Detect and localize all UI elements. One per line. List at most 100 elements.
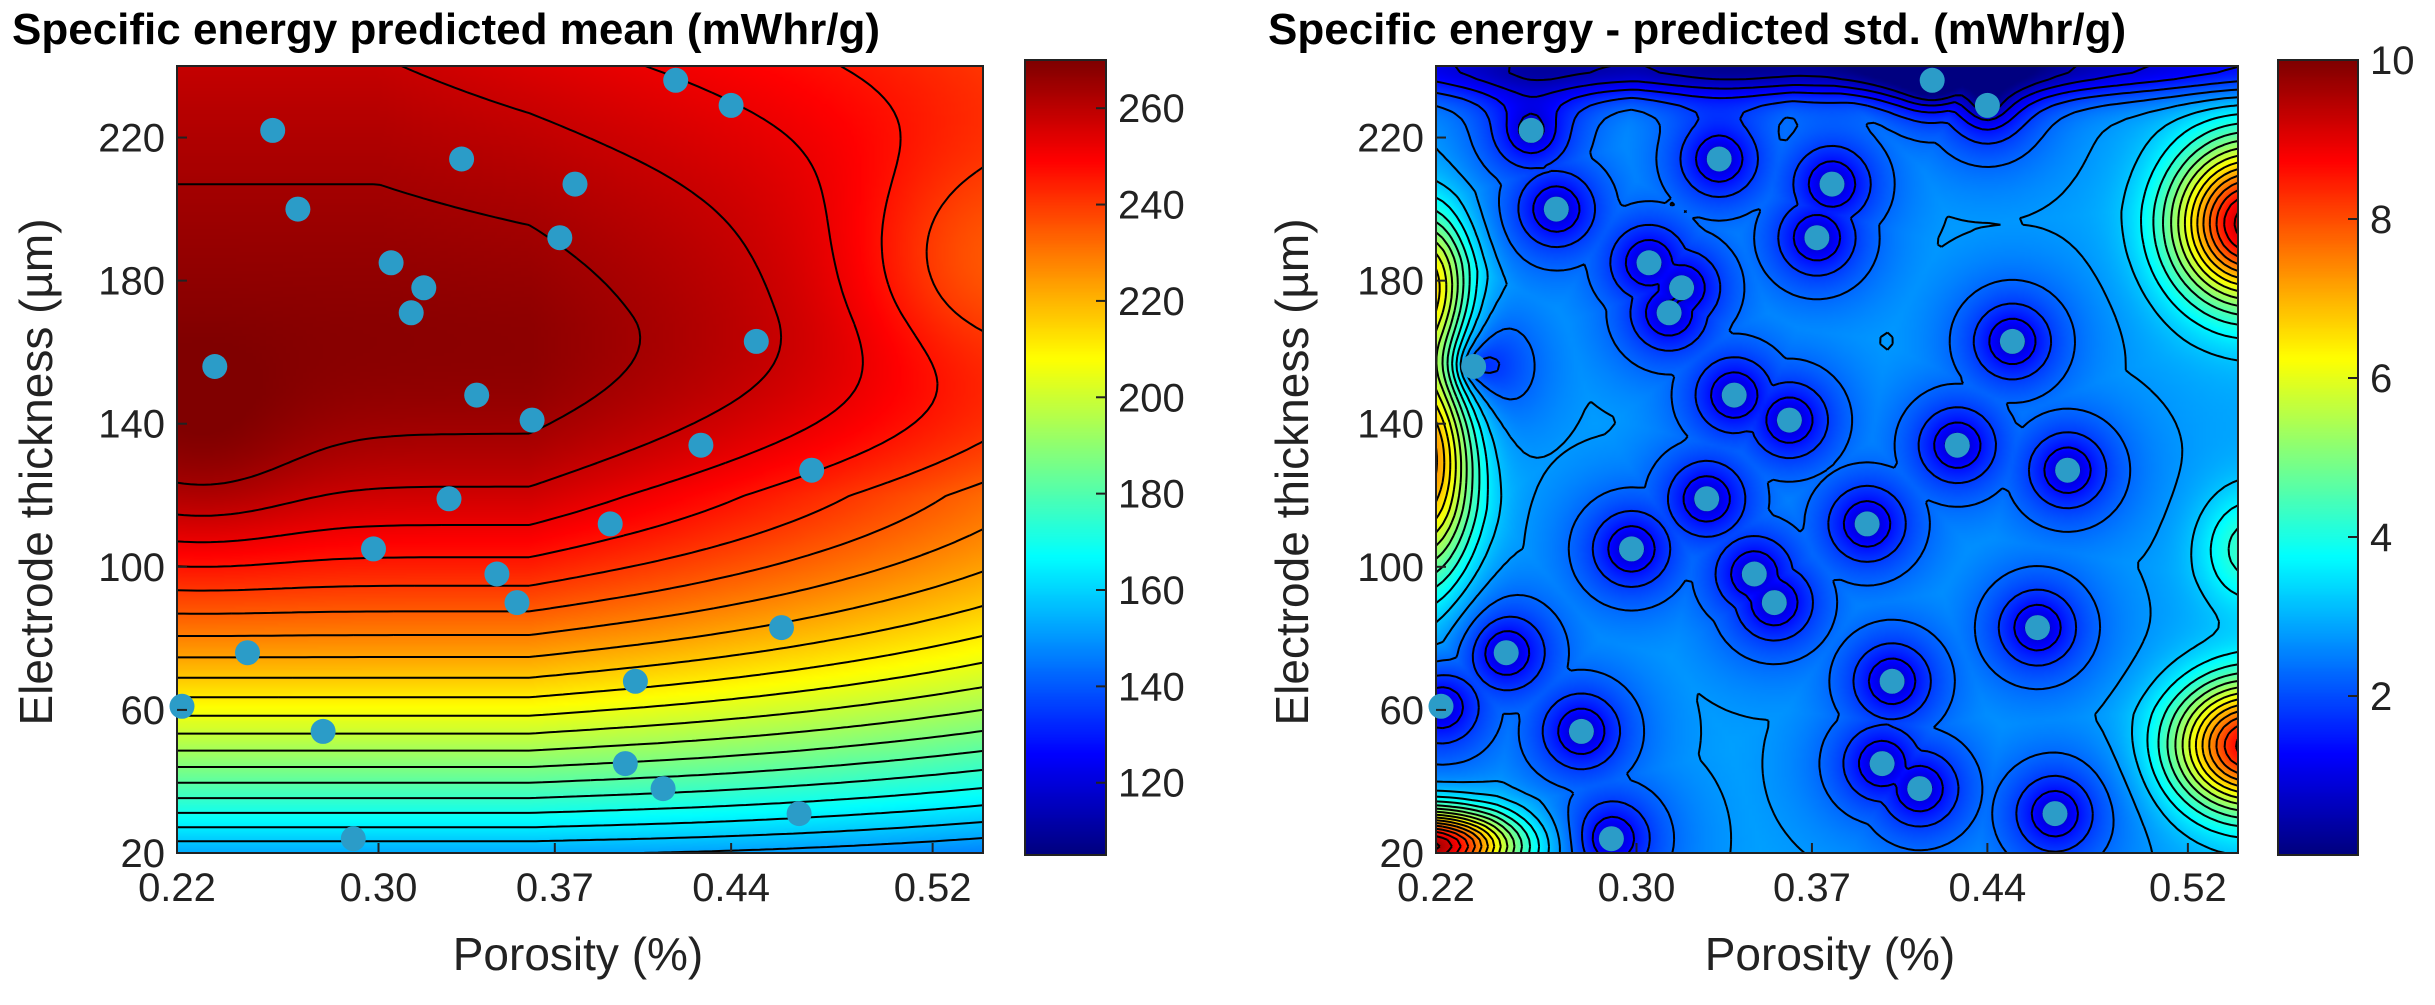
sample-point [562, 171, 588, 197]
sample-point [1706, 146, 1732, 172]
sample-point [361, 536, 386, 562]
mean-contour-lines [176, 65, 984, 854]
contour-line [1435, 189, 2239, 854]
std-contour-lines [1435, 65, 2239, 854]
sample-point [504, 590, 530, 616]
mean-x-axis-label: Porosity (%) [453, 928, 703, 980]
sample-point [769, 615, 794, 641]
sample-point [1656, 300, 1682, 326]
contour-line [1435, 88, 2239, 854]
y-tick-label: 20 [1380, 832, 1425, 876]
sample-point [1598, 826, 1624, 852]
contour-line [176, 65, 783, 517]
sample-point [1879, 668, 1905, 694]
sample-point [449, 146, 475, 172]
sample-point [1907, 776, 1933, 802]
colorbar-tick-label: 6 [2370, 357, 2392, 401]
sample-point [612, 751, 638, 777]
sample-point [411, 275, 437, 301]
sample-point [260, 117, 286, 143]
contour-line [1435, 154, 2239, 854]
sample-point [1721, 382, 1747, 408]
std-x-ticks: 0.22 0.30 0.37 0.44 0.52 [1397, 843, 2227, 910]
contour-line [177, 708, 984, 752]
std-chart-title: Specific energy - predicted std. (mWhr/g… [1268, 5, 2126, 54]
sample-point [1669, 275, 1695, 301]
sample-point [622, 668, 648, 694]
mean-x-ticks: 0.22 0.30 0.37 0.44 0.52 [138, 843, 972, 910]
x-tick-label: 0.44 [1948, 866, 2026, 910]
contour-line [1435, 65, 2239, 854]
sample-point [2042, 801, 2068, 827]
std-colorbar [2278, 60, 2358, 855]
contour-line [177, 729, 984, 768]
mean-chart-title: Specific energy predicted mean (mWhr/g) [12, 5, 880, 54]
y-tick-label: 140 [98, 403, 165, 447]
contour-line [1435, 96, 2239, 854]
sample-point [799, 457, 825, 483]
colorbar-tick-label: 140 [1118, 665, 1185, 709]
sample-point [1543, 196, 1569, 222]
sample-point [464, 382, 490, 408]
std-colorbar-frame [2277, 59, 2359, 856]
sample-point [743, 328, 769, 354]
sample-point [2025, 615, 2050, 641]
std-sample-points [1428, 67, 2081, 852]
sample-point [1636, 250, 1662, 276]
sample-point [547, 225, 573, 251]
y-tick-label: 140 [1357, 403, 1424, 447]
colorbar-tick-label: 160 [1118, 569, 1185, 613]
sample-point [1694, 486, 1720, 512]
colorbar-tick-label: 180 [1118, 473, 1185, 517]
sample-point [1776, 407, 1802, 433]
mean-panel: Specific energy predicted mean (mWhr/g) … [10, 5, 1185, 980]
y-tick-label: 220 [1357, 117, 1424, 161]
sample-point [1568, 718, 1594, 744]
sample-point [1493, 640, 1519, 666]
mean-colorbar-frame [1024, 59, 1107, 856]
colorbar-tick-label: 240 [1118, 184, 1185, 228]
contour-line [177, 787, 984, 814]
sample-point [1619, 536, 1644, 562]
contour-line [177, 749, 984, 784]
sample-point [1804, 225, 1830, 251]
sample-point [786, 801, 812, 827]
sample-point [650, 776, 676, 802]
y-tick-label: 100 [98, 546, 165, 590]
std-y-axis-label: Electrode thickness (µm) [1266, 218, 1318, 725]
sample-point [1869, 751, 1895, 777]
sample-point [597, 511, 623, 537]
sample-point [663, 67, 689, 93]
sample-point [310, 718, 336, 744]
contour-line [177, 481, 984, 615]
x-tick-label: 0.30 [340, 866, 418, 910]
contour-line [176, 65, 864, 544]
mean-sample-points [169, 67, 825, 852]
mean-colorbar [1025, 60, 1106, 855]
sample-point [688, 432, 714, 458]
contour-line [1435, 131, 2239, 854]
sample-point [285, 196, 311, 222]
sample-point [378, 250, 404, 276]
contour-line [1435, 122, 2239, 854]
colorbar-tick-label: 8 [2370, 198, 2392, 242]
mean-y-ticks: 20 60 100 140 180 220 [98, 117, 187, 876]
mean-colorbar-ticks: 120 140 160 180 200 220 240 260 [1096, 87, 1185, 806]
contour-line [177, 768, 984, 800]
contour-line [1435, 168, 2239, 854]
y-tick-label: 60 [121, 689, 166, 733]
sample-point [235, 640, 260, 666]
sample-point [1854, 511, 1880, 537]
colorbar-tick-label: 200 [1118, 376, 1185, 420]
colorbar-tick-label: 220 [1118, 280, 1185, 324]
sample-point [1518, 117, 1544, 143]
contour-line [177, 528, 984, 637]
x-tick-label: 0.22 [1397, 866, 1475, 910]
contour-line [1435, 147, 2239, 854]
contour-line [1435, 140, 2239, 854]
x-tick-label: 0.37 [516, 866, 594, 910]
sample-point [718, 92, 744, 118]
sample-point [1919, 67, 1945, 93]
sample-point [484, 561, 510, 587]
